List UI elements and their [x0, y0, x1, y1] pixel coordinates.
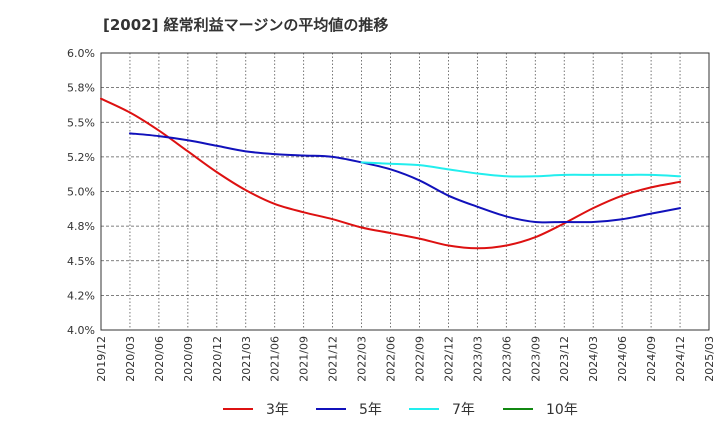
x-tick-label: 2023/12: [558, 336, 571, 382]
y-tick-label: 5.0%: [67, 186, 95, 199]
x-tick-label: 2024/09: [645, 336, 658, 382]
y-tick-label: 4.2%: [67, 289, 95, 302]
series-line-2: [128, 132, 682, 224]
legend-label: 10年: [546, 402, 578, 418]
x-tick-label: 2024/03: [587, 336, 600, 382]
series-line-1: [100, 97, 682, 250]
x-tick-label: 2020/12: [211, 336, 224, 382]
y-tick-label: 5.2%: [67, 151, 95, 164]
x-tick-label: 2024/12: [674, 336, 687, 382]
x-tick-label: 2020/09: [182, 336, 195, 382]
x-tick-label: 2022/03: [356, 336, 369, 382]
x-tick-label: 2023/06: [500, 336, 513, 382]
x-tick-label: 2021/09: [298, 336, 311, 382]
chart-title: [2002] 経常利益マージンの平均値の推移: [103, 16, 389, 34]
y-tick-label: 4.5%: [67, 255, 95, 268]
y-tick-label: 4.0%: [67, 324, 95, 337]
x-tick-label: 2021/03: [240, 336, 253, 382]
x-tick-label: 2022/12: [442, 336, 455, 382]
x-tick-label: 2022/06: [385, 336, 398, 382]
legend-label: 5年: [359, 402, 382, 418]
x-tick-label: 2021/12: [327, 336, 340, 382]
x-tick-label: 2025/03: [703, 336, 716, 382]
x-tick-label: 2020/03: [124, 336, 137, 382]
x-tick-label: 2023/03: [471, 336, 484, 382]
y-tick-label: 5.5%: [67, 116, 95, 129]
series-line-3: [360, 161, 682, 178]
legend-label: 3年: [266, 402, 289, 418]
x-tick-label: 2024/06: [616, 336, 629, 382]
legend-label: 7年: [452, 402, 475, 418]
y-tick-label: 4.8%: [67, 220, 95, 233]
plot-border: [100, 52, 710, 331]
y-tick-label: 5.8%: [67, 82, 95, 95]
x-tick-label: 2023/09: [529, 336, 542, 382]
x-tick-label: 2022/09: [413, 336, 426, 382]
x-tick-label: 2021/06: [269, 336, 282, 382]
y-tick-label: 6.0%: [67, 47, 95, 60]
x-tick-label: 2019/12: [95, 336, 108, 382]
x-tick-label: 2020/06: [153, 336, 166, 382]
